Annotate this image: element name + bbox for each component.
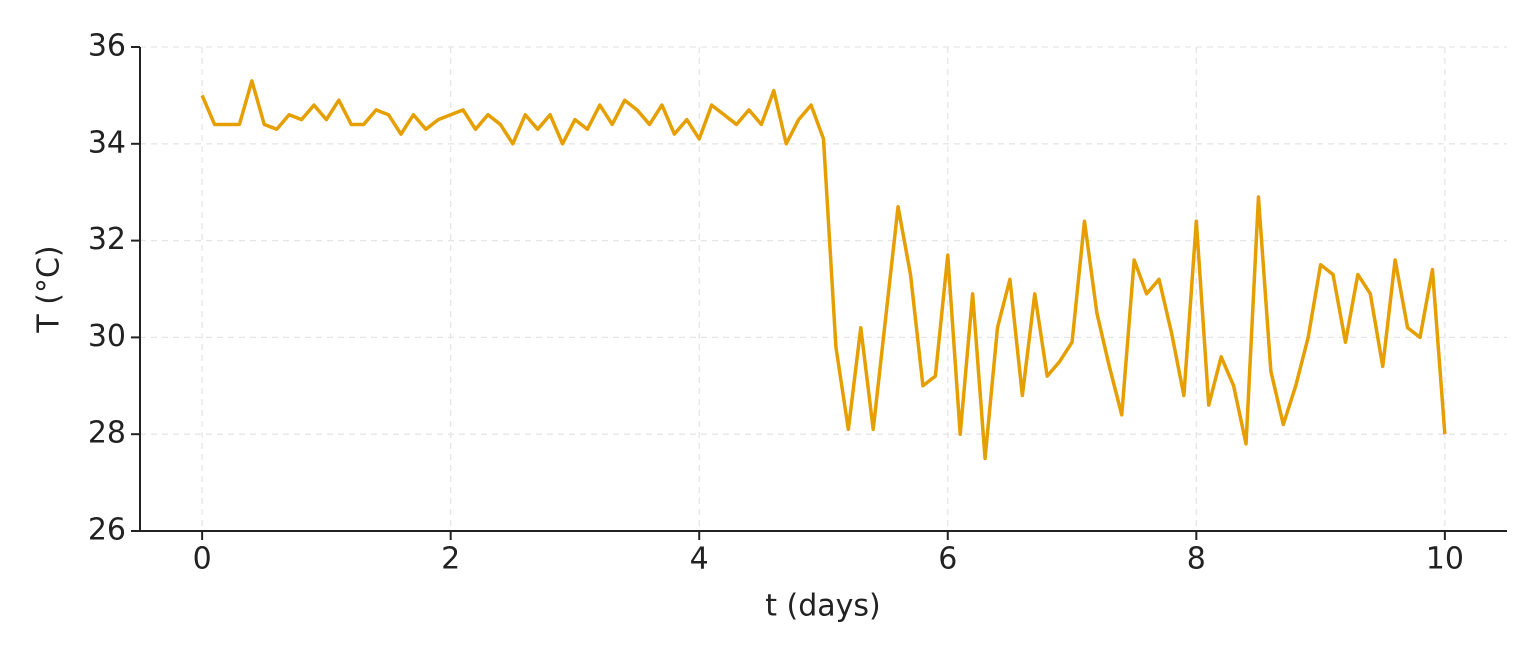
y-axis-label: T (°C) [32,245,67,333]
x-tick-label: 4 [690,542,709,577]
data-line [200,79,1447,461]
y-tick-label: 36 [88,29,126,64]
y-tick-label: 30 [88,319,126,354]
y-tick-label: 28 [88,416,126,451]
x-axis-label: t (days) [765,589,881,624]
x-tick-label: 0 [193,542,212,577]
x-tick-label: 2 [441,542,460,577]
x-tick-label: 10 [1426,542,1464,577]
y-tick-label: 26 [88,513,126,548]
x-tick-label: 6 [938,542,957,577]
x-tick-label: 8 [1187,542,1206,577]
y-tick-label: 32 [88,222,126,257]
y-tick-label: 34 [88,125,126,160]
